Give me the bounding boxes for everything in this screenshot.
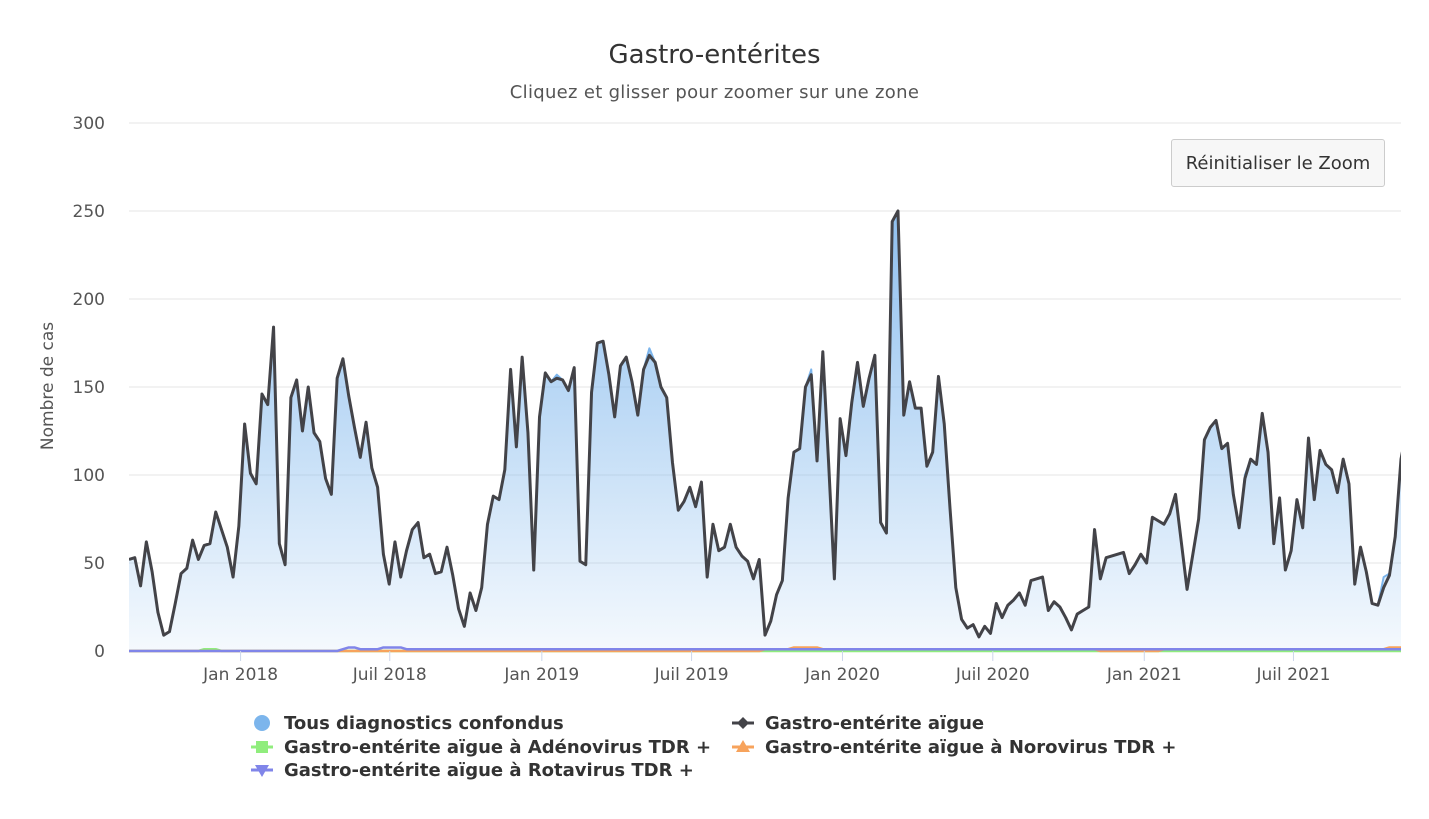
legend-marker-triangle-down-icon [255,765,269,777]
x-tick-label: Jan 2020 [804,665,880,685]
legend-label: Gastro-entérite aïgue à Norovirus TDR + [765,737,1177,758]
y-tick-label: 300 [73,114,105,134]
legend-label: Gastro-entérite aïgue à Rotavirus TDR + [284,760,694,781]
legend-item[interactable]: Gastro-entérite aïgue à Rotavirus TDR + [251,760,694,781]
series-area-tous-diagnostics [129,211,1401,651]
x-tick-label: Juil 2019 [654,665,729,685]
series-line-rotavirus [129,646,1401,653]
y-tick-label: 50 [83,554,105,574]
y-tick-label: 200 [73,290,105,310]
y-tick-label: 100 [73,466,105,486]
axis-layer: 0 50 100 150 200 250 300 Jan 2018 Juil 2018 Jan 2… [73,114,1331,685]
x-tick-label: Juil 2018 [352,665,427,685]
legend-marker-square-icon [256,741,268,753]
chart-subtitle: Cliquez et glisser pour zoomer sur une z… [510,82,919,103]
legend-marker-diamond-icon [737,717,749,729]
legend-label: Gastro-entérite aïgue [765,713,984,734]
legend-marker-triangle-icon [736,740,750,752]
x-tick-label: Jan 2021 [1106,665,1182,685]
legend-label: Gastro-entérite aïgue à Adénovirus TDR + [284,737,711,758]
legend-item[interactable]: Gastro-entérite aïgue [732,713,984,734]
y-axis-label: Nombre de cas [38,322,58,450]
legend-item[interactable]: Gastro-entérite aïgue à Norovirus TDR + [732,737,1177,758]
y-tick-label: 150 [73,378,105,398]
series-layer [129,209,1401,653]
legend-label: Tous diagnostics confondus [284,713,564,734]
chart-title: Gastro-entérites [608,40,820,70]
x-tick-label: Jan 2018 [202,665,278,685]
legend-item[interactable]: Tous diagnostics confondus [254,713,564,734]
x-tick-label: Jan 2019 [503,665,579,685]
legend-marker-circle-icon [254,715,270,731]
y-tick-label: 250 [73,202,105,222]
legend: Tous diagnostics confondus Gastro-entérit… [251,713,1177,781]
legend-item[interactable]: Gastro-entérite aïgue à Adénovirus TDR + [251,737,711,758]
x-tick-label: Juil 2020 [955,665,1030,685]
x-tick-label: Juil 2021 [1256,665,1331,685]
y-tick-label: 0 [94,642,105,662]
series-line-gastro-enterite-aigue [129,209,1401,639]
reset-zoom-button[interactable]: Réinitialiser le Zoom [1171,139,1385,187]
